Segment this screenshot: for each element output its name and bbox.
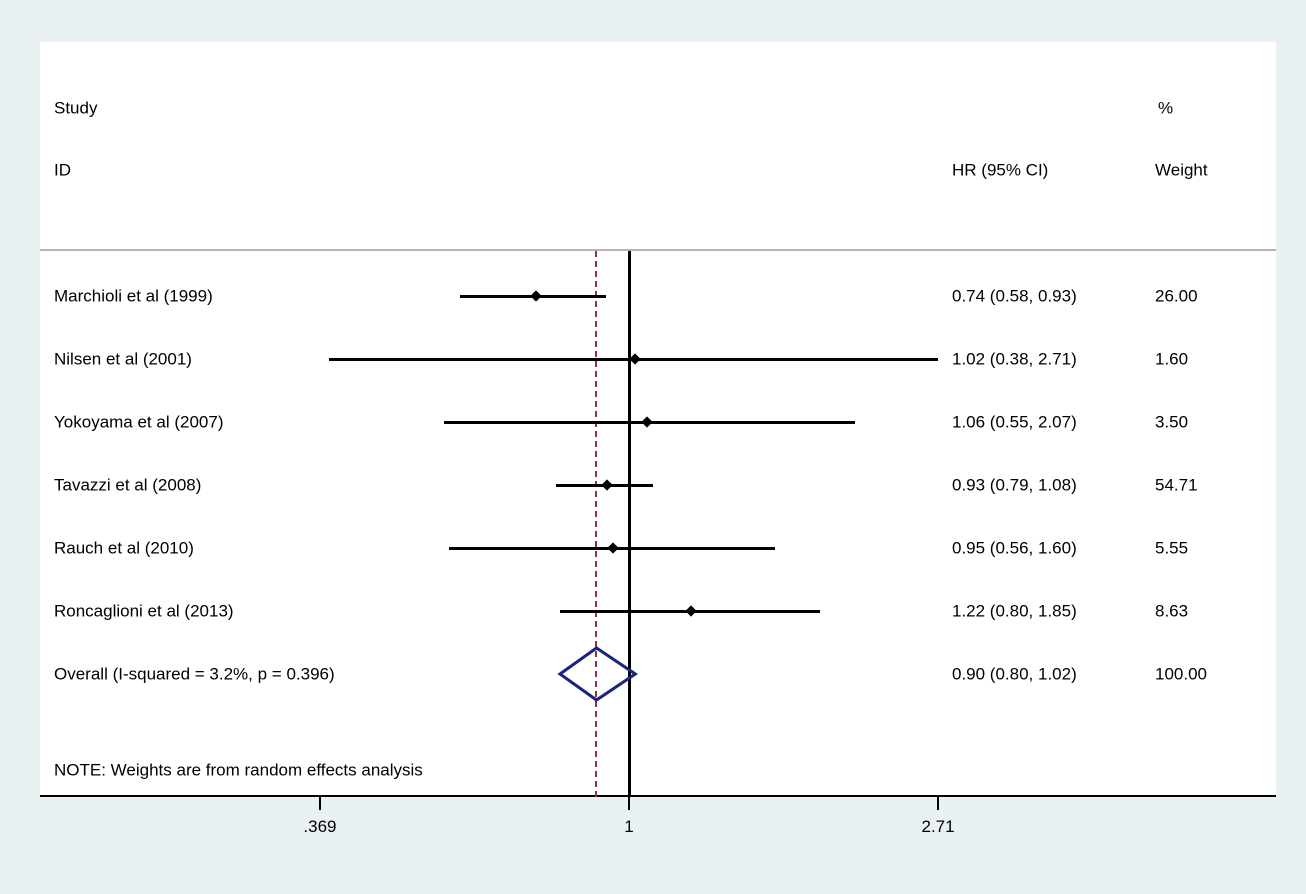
null-effect-line: [627, 251, 631, 797]
hr-ci-value: 0.93 (0.79, 1.08): [952, 475, 1077, 495]
x-axis-tick-mark: [318, 797, 321, 810]
hr-ci-value: 1.02 (0.38, 2.71): [952, 349, 1077, 369]
overall-estimate-dashed-line: [595, 251, 598, 797]
weight-value: 5.55: [1155, 538, 1189, 558]
header-separator-line: [40, 249, 1276, 251]
overall-hr-ci-value: 0.90 (0.80, 1.02): [952, 664, 1077, 684]
weight-value: 54.71: [1155, 475, 1198, 495]
column-header-hr-ci: HR (95% CI): [952, 160, 1049, 180]
overall-label: Overall (I-squared = 3.2%, p = 0.396): [54, 664, 335, 684]
plot-area: [40, 42, 1276, 797]
overall-diamond-shape: [557, 646, 638, 702]
hr-ci-value: 0.95 (0.56, 1.60): [952, 538, 1077, 558]
study-id-label: Rauch et al (2010): [54, 538, 194, 558]
hr-ci-value: 1.22 (0.80, 1.85): [952, 601, 1077, 621]
column-header-id: ID: [54, 160, 71, 180]
weight-value: 26.00: [1155, 286, 1198, 306]
study-id-label: Roncaglioni et al (2013): [54, 601, 234, 621]
column-header-weight: Weight: [1155, 160, 1208, 180]
x-axis-tick-label: 2.71: [921, 817, 955, 836]
study-id-label: Marchioli et al (1999): [54, 286, 213, 306]
x-axis-tick-label: 1: [624, 817, 634, 836]
column-header-study: Study: [54, 98, 98, 118]
study-id-label: Tavazzi et al (2008): [54, 475, 202, 495]
hr-ci-value: 0.74 (0.58, 0.93): [952, 286, 1077, 306]
x-axis-tick-mark: [628, 797, 630, 810]
overall-weight-value: 100.00: [1155, 664, 1207, 684]
study-id-label: Nilsen et al (2001): [54, 349, 192, 369]
hr-ci-value: 1.06 (0.55, 2.07): [952, 412, 1077, 432]
weight-value: 1.60: [1155, 349, 1189, 369]
x-axis-tick-label: .369: [303, 817, 337, 836]
study-id-label: Yokoyama et al (2007): [54, 412, 224, 432]
weight-value: 3.50: [1155, 412, 1189, 432]
weight-value: 8.63: [1155, 601, 1189, 621]
column-header-percent: %: [1158, 98, 1174, 118]
random-effects-note: NOTE: Weights are from random effects an…: [54, 760, 423, 780]
overall-diamond: [557, 646, 638, 702]
x-axis-tick-mark: [937, 797, 940, 810]
